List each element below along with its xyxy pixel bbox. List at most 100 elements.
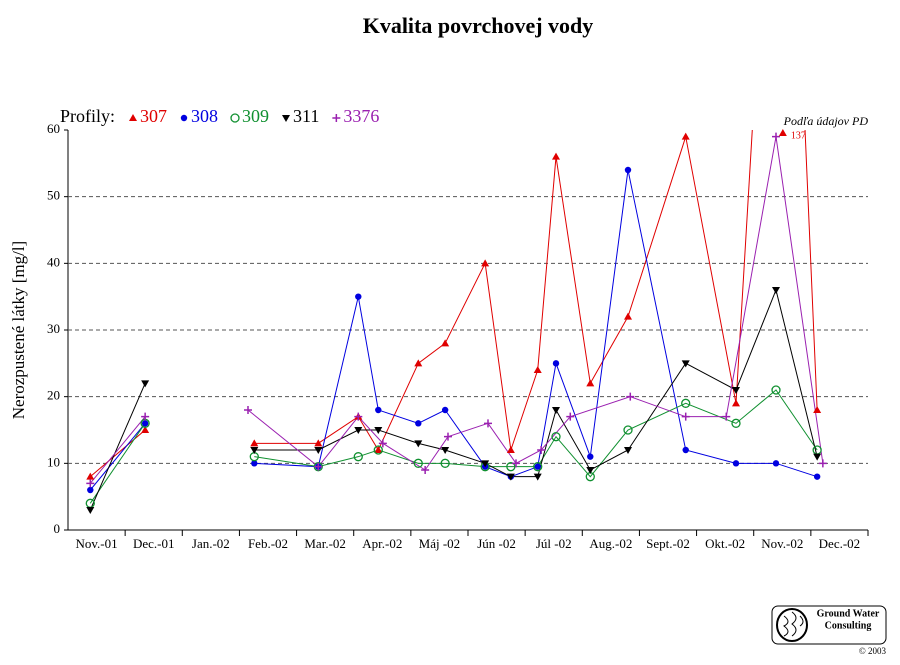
data-label: 137	[791, 130, 806, 141]
marker	[813, 453, 822, 461]
marker	[587, 453, 594, 460]
marker	[586, 379, 595, 387]
marker	[251, 460, 258, 467]
marker	[552, 152, 560, 160]
x-tick-label: Mar.-02	[304, 536, 346, 551]
marker	[772, 287, 780, 294]
x-tick-label: Okt.-02	[705, 536, 745, 551]
plot-area	[89, 130, 824, 511]
marker	[129, 114, 137, 121]
x-tick-label: Apr.-02	[362, 536, 402, 551]
marker	[623, 425, 633, 435]
marker	[230, 113, 240, 123]
marker	[506, 473, 515, 481]
x-tick-label: Nov.-01	[76, 536, 118, 551]
legend-entry: 308	[191, 106, 218, 126]
x-tick-label: Jún -02	[477, 536, 516, 551]
marker	[772, 460, 780, 467]
marker	[374, 427, 383, 434]
series-line	[89, 389, 818, 504]
source-note: Podľa údajov PD	[783, 114, 869, 128]
marker	[244, 406, 252, 414]
marker	[624, 447, 632, 454]
y-tick-label: 40	[47, 254, 60, 269]
marker	[552, 407, 560, 414]
marker	[778, 129, 787, 136]
marker	[534, 463, 541, 470]
y-tick-label: 10	[47, 454, 60, 469]
marker	[533, 473, 542, 481]
marker	[681, 360, 690, 368]
logo: Ground Water Consulting	[771, 605, 887, 645]
marker	[732, 460, 740, 467]
y-tick-label: 0	[54, 521, 61, 536]
marker	[484, 419, 492, 428]
marker	[87, 486, 94, 494]
marker	[624, 166, 632, 174]
legend-entry: 311	[293, 106, 319, 126]
series-line	[89, 288, 818, 511]
x-tick-label: Nov.-02	[761, 536, 803, 551]
marker	[537, 446, 546, 454]
legend-entry: 307	[140, 106, 167, 126]
marker	[481, 460, 490, 468]
series-line	[89, 130, 818, 478]
marker	[141, 412, 150, 421]
x-tick-label: Dec.-02	[819, 536, 861, 551]
marker	[626, 392, 635, 401]
marker	[250, 447, 259, 454]
marker	[414, 440, 423, 448]
marker	[818, 459, 827, 468]
marker	[586, 467, 595, 474]
marker	[533, 462, 543, 472]
legend-entry: 3376	[343, 106, 379, 126]
marker	[141, 426, 150, 433]
y-tick-label: 20	[47, 388, 60, 403]
marker	[506, 462, 516, 472]
marker	[180, 114, 188, 122]
x-tick-label: Júl -02	[536, 536, 572, 551]
x-tick-label: Jan.-02	[192, 536, 230, 551]
marker	[731, 418, 741, 428]
marker	[314, 447, 323, 454]
marker	[378, 439, 387, 448]
y-tick-label: 60	[47, 121, 60, 136]
marker	[813, 473, 821, 480]
marker	[332, 114, 341, 122]
marker	[551, 432, 561, 442]
marker	[441, 339, 450, 347]
copyright: © 2003	[859, 646, 887, 656]
marker	[506, 446, 515, 453]
marker	[314, 439, 323, 447]
marker	[314, 462, 323, 471]
marker	[355, 293, 362, 300]
x-tick-label: Feb.-02	[248, 536, 288, 551]
marker	[732, 387, 740, 394]
marker	[421, 466, 430, 474]
marker	[552, 360, 560, 367]
marker	[282, 115, 290, 122]
marker	[512, 459, 520, 468]
logo-text: Ground Water	[817, 608, 880, 619]
marker	[771, 385, 781, 395]
marker	[354, 412, 363, 421]
marker	[624, 312, 632, 320]
marker	[533, 366, 542, 373]
marker	[353, 452, 363, 462]
marker	[772, 132, 780, 141]
marker	[481, 259, 490, 267]
marker	[415, 420, 422, 427]
marker	[681, 412, 690, 421]
chart-title: Kvalita povrchovej vody	[363, 13, 594, 38]
marker	[440, 458, 450, 468]
legend-title: Profily:	[60, 106, 115, 126]
marker	[722, 412, 731, 421]
marker	[375, 406, 382, 414]
marker	[566, 412, 575, 421]
marker	[374, 446, 383, 453]
marker	[732, 399, 740, 407]
y-tick-label: 30	[47, 321, 60, 336]
marker	[681, 132, 690, 140]
marker	[86, 507, 95, 514]
